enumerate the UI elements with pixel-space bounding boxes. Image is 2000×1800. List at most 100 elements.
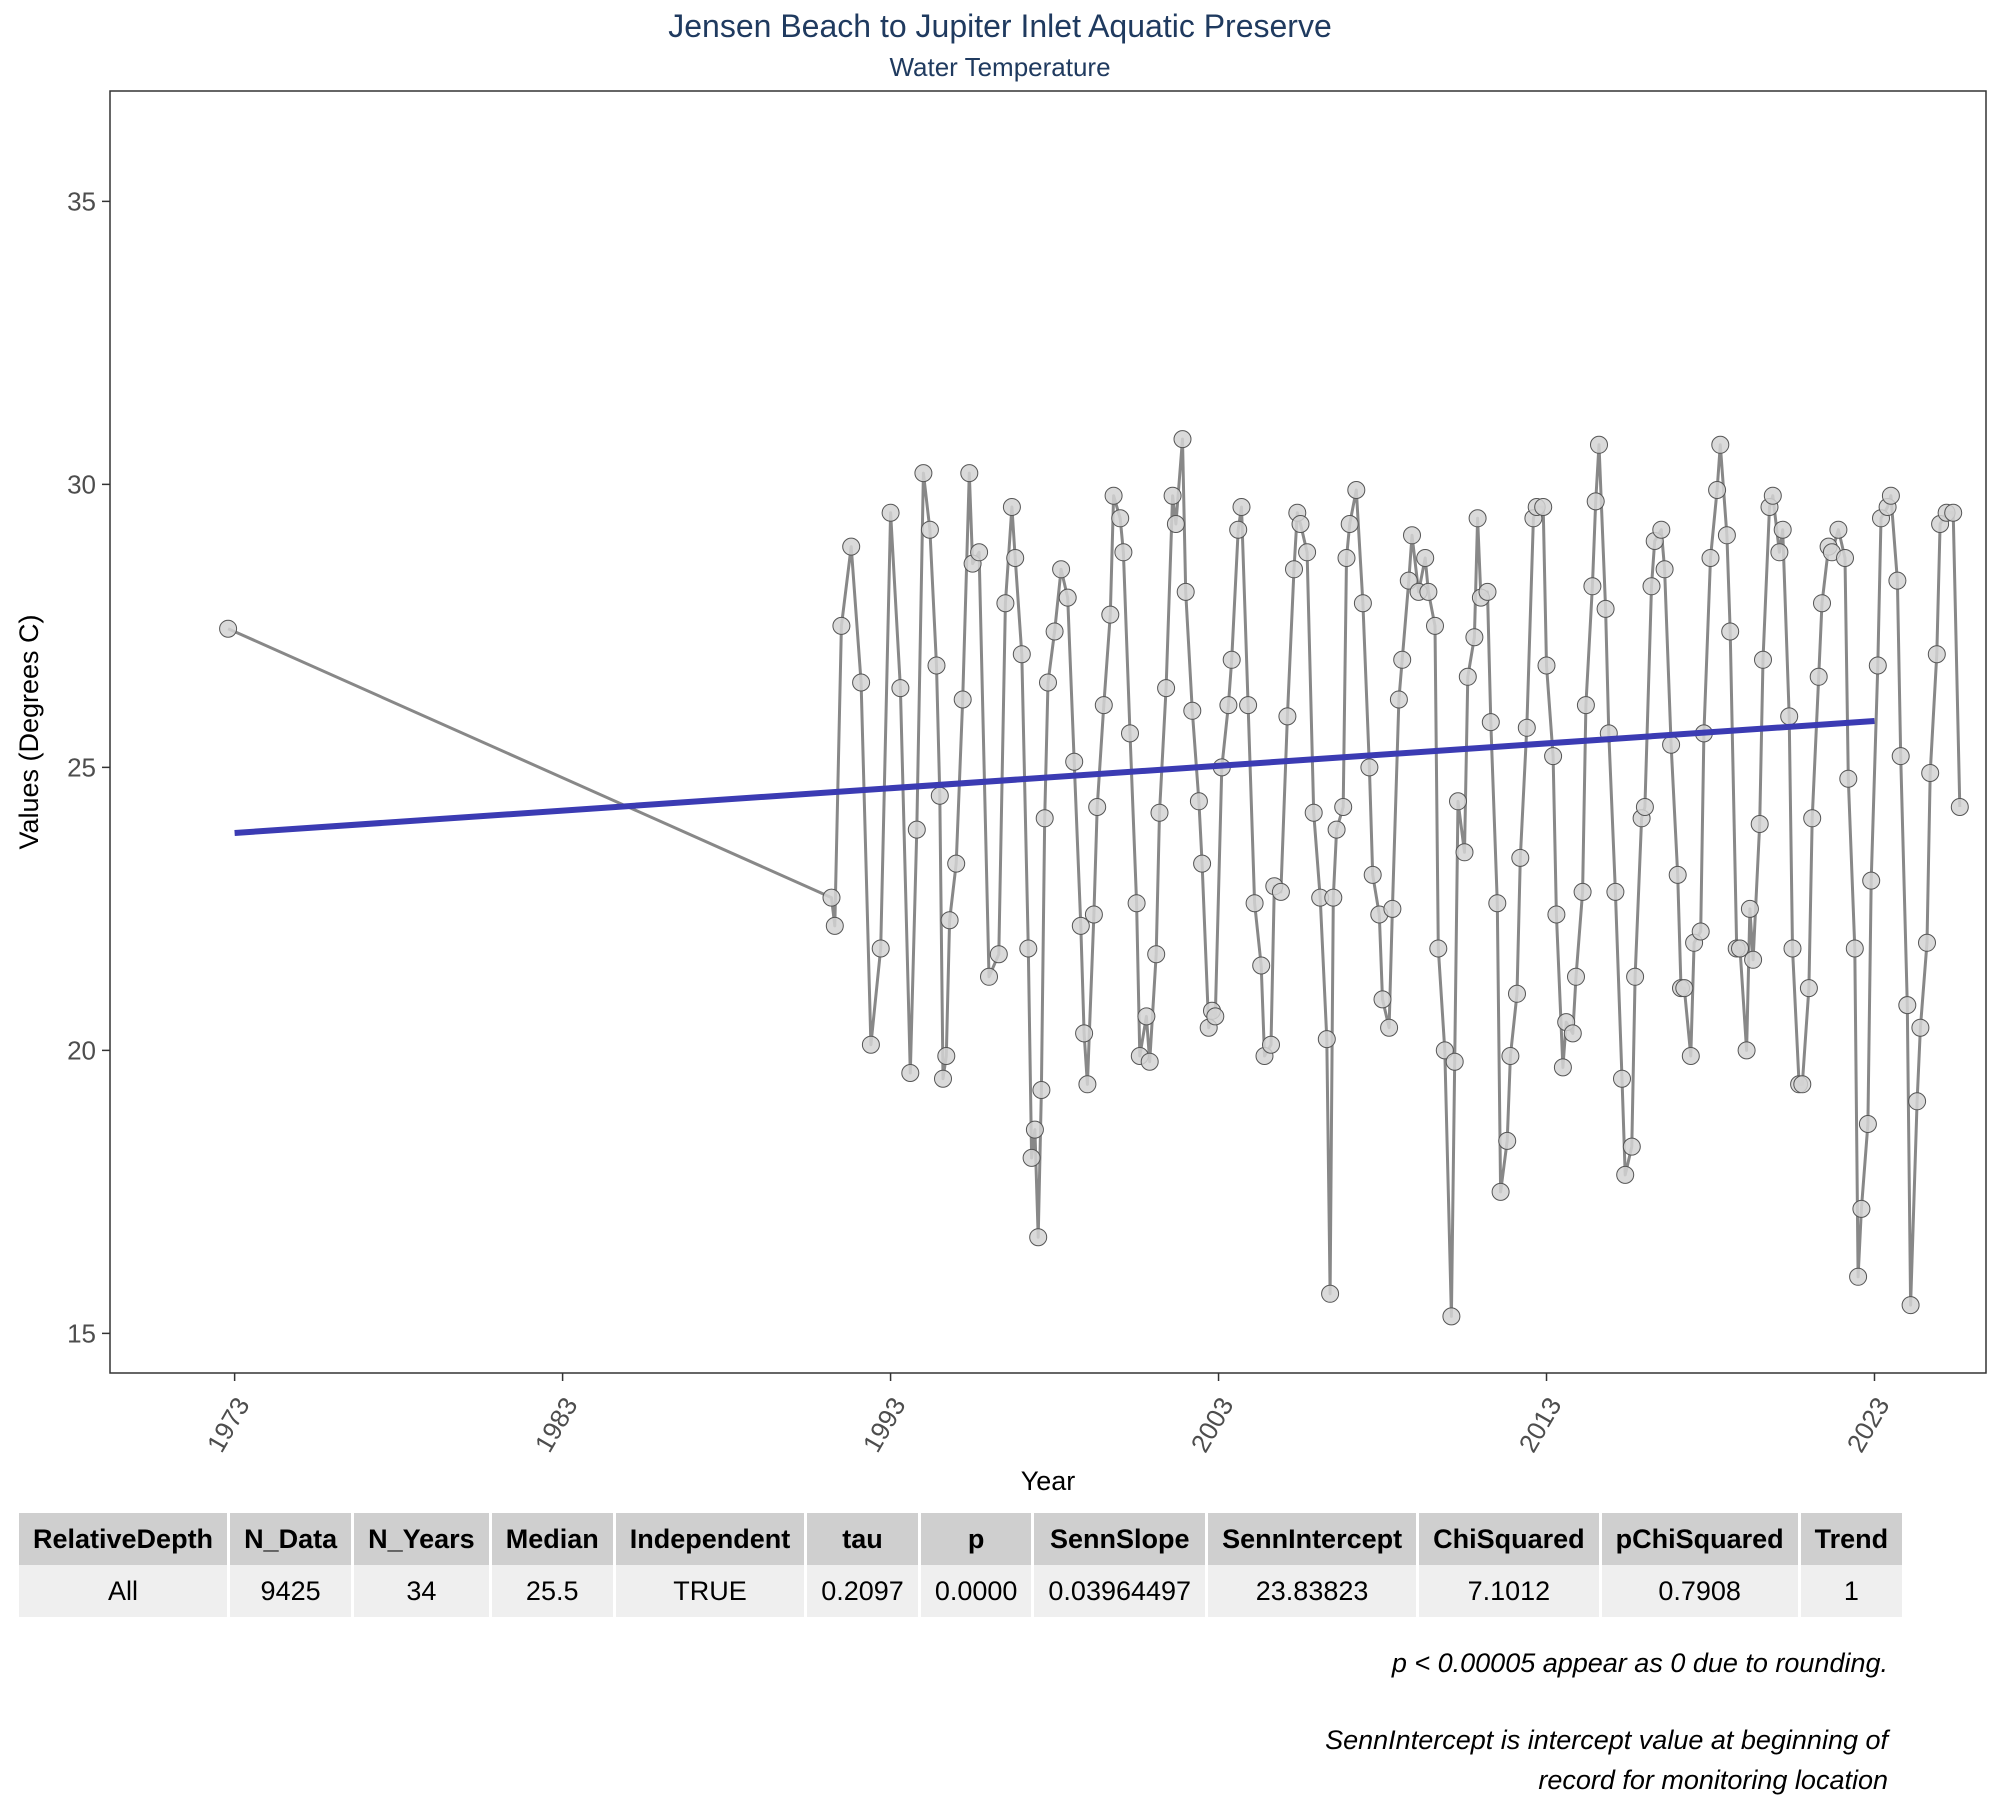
temperature-point (1278, 707, 1297, 726)
temperature-point (1839, 769, 1858, 788)
temperature-point (1052, 560, 1071, 579)
temperature-point (1616, 1165, 1635, 1184)
temperature-point (1478, 582, 1497, 601)
temperature-point (1537, 656, 1556, 675)
temperature-point (1586, 492, 1605, 511)
temperature-point (1701, 549, 1720, 567)
table-cell: 9425 (230, 1565, 352, 1617)
series-layer (219, 430, 1969, 1326)
table-header-cell: p (920, 1513, 1032, 1565)
chart-subtitle: Water Temperature (889, 52, 1111, 82)
temperature-point (934, 1069, 952, 1088)
table-cell: 23.83823 (1208, 1565, 1417, 1617)
temperature-point (1029, 1228, 1048, 1247)
temperature-point (1189, 792, 1208, 811)
temperature-point (1383, 899, 1402, 918)
table-header-cell: ChiSquared (1419, 1513, 1599, 1565)
temperature-point (1845, 939, 1864, 958)
temperature-point (1449, 792, 1467, 811)
table-header-cell: N_Years (354, 1513, 489, 1565)
temperature-point (891, 679, 910, 698)
temperature-point (947, 854, 966, 873)
temperature-point (1573, 882, 1592, 901)
temperature-point (1157, 679, 1176, 698)
temperature-point (1553, 1058, 1572, 1077)
temperature-point (1347, 481, 1366, 499)
x-tick-label: 2013 (1513, 1392, 1568, 1457)
temperature-point (940, 911, 959, 930)
temperature-point (1481, 713, 1500, 732)
temperature-point (1911, 1018, 1930, 1037)
temperature-point (1435, 1041, 1454, 1060)
temperature-point (1770, 543, 1789, 562)
temperature-point (1039, 673, 1057, 692)
temperature-point (1229, 520, 1248, 539)
temperature-point (1622, 1137, 1641, 1156)
temperature-point (1304, 803, 1323, 822)
table-cell: TRUE (615, 1565, 805, 1617)
temperature-point (1652, 520, 1671, 539)
temperature-point (1898, 996, 1917, 1015)
temperature-point (832, 616, 851, 635)
temperature-point (1193, 854, 1212, 873)
temperature-point (852, 673, 871, 692)
table-header-row: RelativeDepth N_Data N_Years Median Independ… (19, 1513, 1903, 1565)
temperature-point (1114, 543, 1133, 562)
temperature-point (1613, 1069, 1631, 1088)
temperature-point (1239, 696, 1258, 715)
temperature-point (1465, 628, 1484, 647)
temperature-point (1137, 1007, 1156, 1026)
temperature-point (1442, 1307, 1461, 1326)
temperature-point (1501, 1047, 1520, 1065)
temperature-point (1327, 820, 1346, 839)
temperature-point (1662, 735, 1681, 754)
temperature-point (1626, 967, 1645, 986)
temperature-point (1363, 865, 1382, 884)
temperature-point (1032, 1081, 1051, 1099)
temperature-point (1908, 1092, 1927, 1111)
temperature-point (1711, 435, 1730, 454)
temperature-point (1773, 520, 1792, 539)
temperature-point (1468, 509, 1487, 528)
temperature-point (1635, 798, 1654, 816)
temperature-point (1918, 933, 1936, 952)
temperature-point (1717, 526, 1736, 545)
temperature-point (1298, 543, 1317, 562)
temperature-point (1517, 718, 1536, 737)
x-tick-label: 1973 (201, 1392, 256, 1457)
temperature-point (1219, 696, 1238, 715)
temperature-point (1763, 486, 1782, 505)
temperature-point (1681, 1047, 1700, 1065)
temperature-point (1353, 594, 1372, 613)
y-tick-label: 15 (67, 1318, 96, 1348)
temperature-point (1380, 1018, 1399, 1037)
temperature-point (1783, 939, 1802, 958)
temperature-point (1176, 582, 1195, 601)
temperature-point (1583, 577, 1602, 596)
table-cell: 1 (1800, 1565, 1903, 1617)
temperature-point (1445, 1052, 1464, 1071)
temperature-point (1025, 1120, 1044, 1139)
temperature-point (1416, 549, 1435, 567)
y-axis-label: Values (Degrees C) (14, 614, 44, 849)
table-cell: All (19, 1565, 228, 1617)
temperature-point (1166, 515, 1185, 533)
temperature-point (1101, 605, 1120, 624)
y-tick-label: 25 (67, 752, 96, 782)
temperature-point (901, 1064, 920, 1082)
temperature-point (1829, 520, 1848, 539)
temperature-point (1836, 549, 1854, 567)
temperature-point (1508, 984, 1526, 1003)
temperature-point (1019, 939, 1038, 958)
table-cell: 0.7908 (1601, 1565, 1798, 1617)
temperature-point (1058, 588, 1077, 607)
temperature-point (1849, 1267, 1868, 1286)
trend-line (234, 718, 1875, 836)
temperature-point (1708, 481, 1727, 499)
temperature-point (1324, 888, 1343, 907)
temperature-point (1642, 577, 1661, 596)
temperature-point (1393, 650, 1412, 669)
temperature-point (1901, 1296, 1920, 1315)
temperature-point (1140, 1052, 1159, 1071)
x-axis: 1973 1983 1993 2003 2013 2023 (201, 1373, 1895, 1457)
